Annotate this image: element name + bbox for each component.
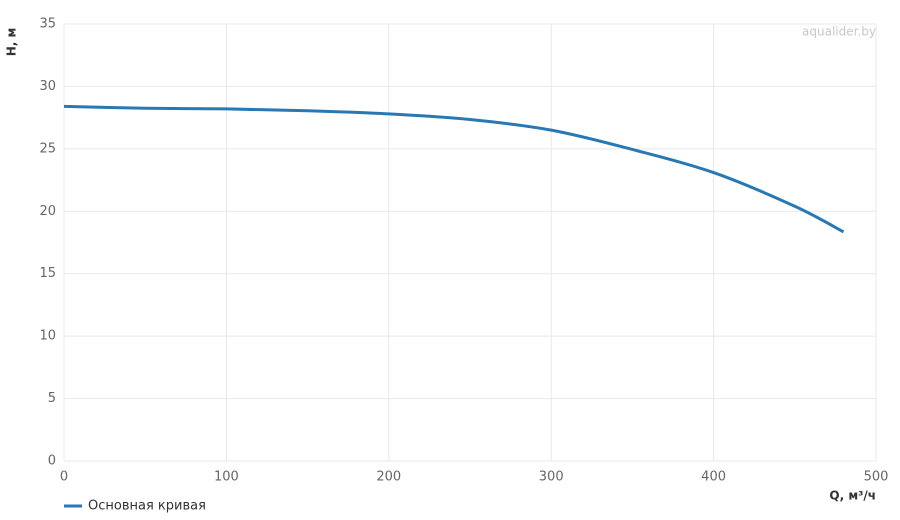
- x-tick-label: 200: [376, 470, 401, 485]
- line: [63, 104, 845, 234]
- y-tick-label: 0: [48, 454, 56, 469]
- x-axis-label: Q, м³/ч: [829, 489, 876, 503]
- x-tick-label: 400: [701, 470, 726, 485]
- x-tick-label: 300: [539, 470, 564, 485]
- y-tick-label: 30: [39, 79, 56, 94]
- y-axis-label: H, м: [5, 28, 19, 57]
- y-tick-label: 5: [48, 391, 56, 406]
- y-tick-label: 35: [39, 17, 56, 32]
- y-tick-label: 20: [39, 204, 56, 219]
- x-tick-label: 0: [60, 470, 68, 485]
- y-tick-label: 25: [39, 141, 56, 156]
- y-tick-label: 10: [39, 329, 56, 344]
- legend-label: Основная кривая: [88, 499, 206, 514]
- watermark: aqualider.by: [802, 25, 876, 39]
- y-tick-label: 15: [39, 266, 56, 281]
- x-tick-label: 500: [864, 470, 889, 485]
- x-tick-label: 100: [214, 470, 239, 485]
